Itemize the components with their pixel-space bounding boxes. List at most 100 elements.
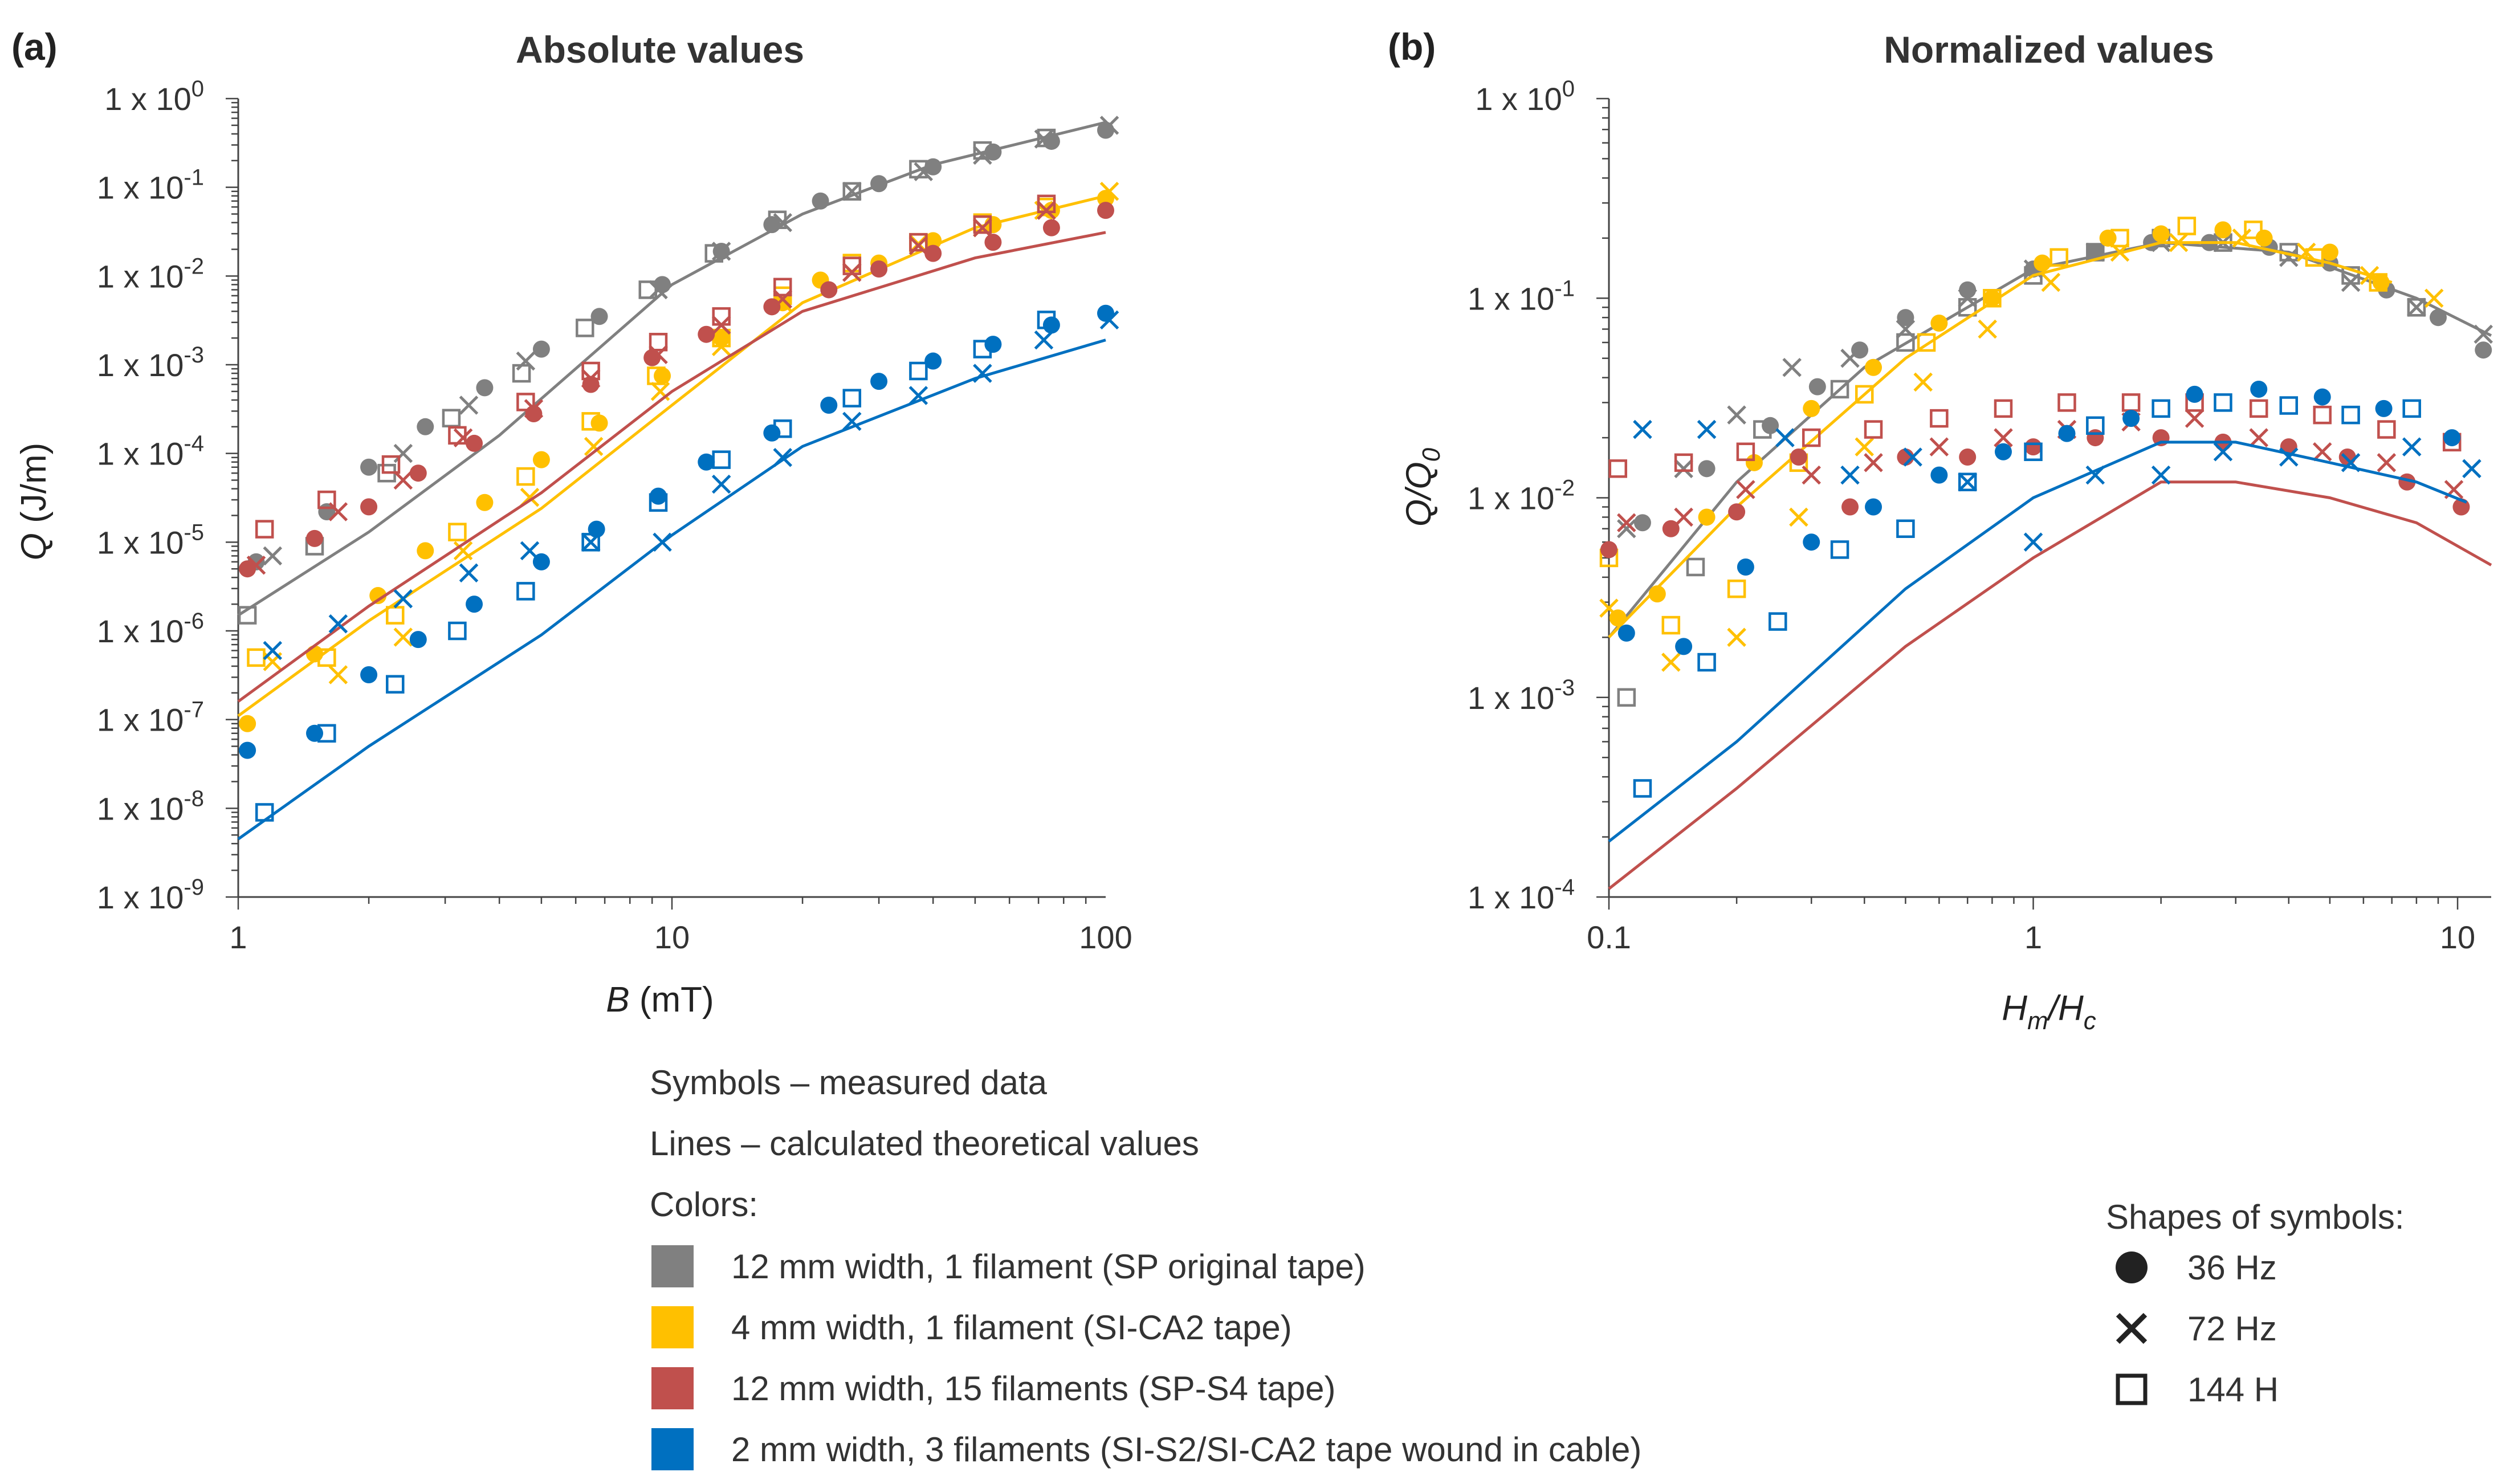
cross-icon <box>2116 1312 2148 1344</box>
data-point-square <box>1855 385 1874 404</box>
data-point-circle <box>1897 309 1914 327</box>
data-point-square <box>1958 472 1977 492</box>
theory-line <box>237 194 1106 717</box>
data-point-square <box>2369 273 2388 292</box>
data-point-cross <box>2341 453 2361 472</box>
data-point-cross <box>328 502 348 521</box>
data-point-circle <box>820 281 838 299</box>
data-point-circle <box>1865 498 1882 516</box>
data-point-cross <box>2377 453 2397 472</box>
data-point-square <box>1037 194 1056 214</box>
data-point-cross <box>1661 653 1681 672</box>
data-point-circle <box>1042 219 1060 237</box>
data-point-square <box>973 215 992 234</box>
y-axis-main-b: Q/Q <box>1399 462 1439 527</box>
data-point-circle <box>2338 449 2356 466</box>
data-point-cross <box>2424 288 2444 308</box>
data-point-cross <box>908 386 928 405</box>
data-point-cross <box>584 437 604 456</box>
data-point-circle <box>1648 585 1666 603</box>
data-point-circle <box>1930 466 1948 484</box>
data-point-square <box>1727 579 1746 598</box>
data-point-square <box>842 389 862 407</box>
series-2 <box>237 194 1114 703</box>
data-point-circle <box>1745 454 1763 471</box>
data-point-circle <box>2443 429 2461 447</box>
data-point-circle <box>1042 316 1060 334</box>
data-point-cross <box>1913 372 1933 392</box>
x-axis-mid-b: /H <box>2046 989 2084 1028</box>
data-point-square <box>1769 612 1787 631</box>
data-point-circle <box>2024 438 2042 456</box>
data-point-cross <box>842 411 862 431</box>
data-point-cross <box>1903 447 1922 467</box>
data-point-cross <box>1929 437 1949 456</box>
data-point-square <box>768 210 787 229</box>
data-point-circle <box>1959 449 1977 466</box>
data-point-circle <box>1097 202 1114 219</box>
data-point-square <box>2024 442 2043 462</box>
data-point-circle <box>1617 624 1635 642</box>
data-point-circle <box>1983 290 2001 307</box>
data-point-square <box>647 366 666 385</box>
data-point-cross <box>2169 233 2189 252</box>
data-point-square <box>2086 416 2105 435</box>
data-point-circle <box>532 340 550 358</box>
data-point-circle <box>2087 429 2104 447</box>
data-point-cross <box>263 546 283 566</box>
data-point-circle <box>698 453 715 471</box>
data-point-square <box>2024 266 2043 285</box>
data-point-square <box>516 393 535 411</box>
data-point-circle <box>1841 498 1859 516</box>
circle-icon <box>2116 1251 2148 1283</box>
data-point-square <box>448 621 467 641</box>
data-point-square <box>1802 428 1821 447</box>
y-axis-unit-a: (J/m) <box>14 443 54 533</box>
data-point-cross <box>1802 465 1821 485</box>
legend-shape-label: 144 H <box>2187 1371 2279 1409</box>
data-point-cross <box>1674 459 1693 479</box>
data-point-cross <box>246 555 266 575</box>
data-point-square <box>317 724 336 743</box>
data-point-circle <box>1930 315 1948 332</box>
panel-b: (b) Normalized values 0.1 1 10 1 x 100 1 x 1… <box>1388 26 2493 1035</box>
data-point-square <box>1608 459 1628 478</box>
data-point-square <box>909 361 928 381</box>
data-point-square <box>581 533 600 552</box>
y-tick-label: 1 x 10-1 <box>97 165 204 206</box>
data-point-cross <box>842 263 862 282</box>
data-point-square <box>1633 779 1652 798</box>
data-point-circle <box>924 352 942 370</box>
data-point-cross <box>2232 229 2252 248</box>
data-point-circle <box>1790 449 1807 466</box>
data-point-circle <box>812 192 829 210</box>
data-point-circle <box>870 260 888 278</box>
data-point-cross <box>328 614 348 634</box>
theory-line <box>237 231 1106 703</box>
theory-line <box>1608 441 2467 843</box>
legend-color-items: 12 mm width, 1 filament (SP original tap… <box>651 1245 1641 1470</box>
x-axis-symbol-a: B <box>606 980 629 1020</box>
legend-shape-label: 36 Hz <box>2187 1249 2277 1287</box>
series-3 <box>1608 380 2482 843</box>
y-tick-label: 1 x 10-2 <box>1468 476 1575 516</box>
data-point-square <box>386 606 405 625</box>
x-axis-sub1-b: m <box>2027 1007 2048 1035</box>
legend: Symbols – measured data Lines – calculat… <box>650 1063 2405 1470</box>
axes-a: 1 10 100 1 x 100 1 x 10-1 1 x 10-2 1 x 10-3 1 x… <box>97 76 1132 955</box>
data-point-square <box>1958 298 1977 317</box>
data-point-circle <box>532 451 550 468</box>
data-point-circle <box>2313 388 2331 406</box>
data-point-square <box>2402 399 2421 418</box>
data-point-square <box>1736 442 1755 462</box>
data-point-cross <box>2462 459 2482 479</box>
data-point-circle <box>1865 358 1882 376</box>
data-point-square <box>2110 229 2129 248</box>
data-point-circle <box>650 487 667 505</box>
data-point-cross <box>1727 627 1746 647</box>
data-point-cross <box>2312 442 2332 462</box>
data-point-square <box>2057 393 2076 412</box>
legend-colors-heading: Colors: <box>650 1185 758 1224</box>
data-point-square <box>317 490 336 509</box>
data-point-square <box>448 426 467 445</box>
